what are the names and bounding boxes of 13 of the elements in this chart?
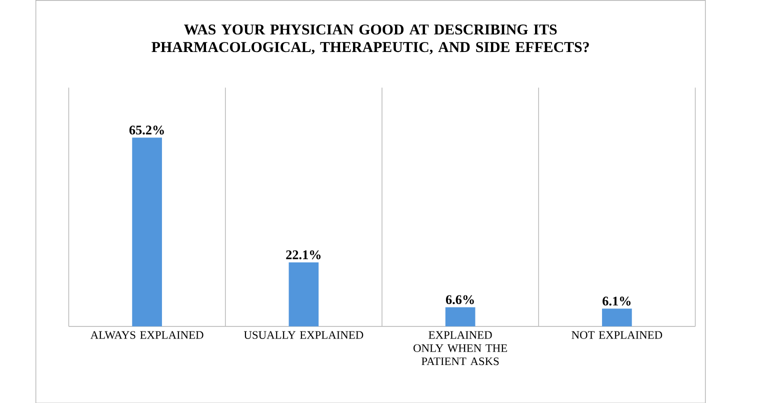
x-tick-label: NOT EXPLAINED [572,330,662,339]
x-tick-label: EXPLAINED ONLY WHEN THE PATIENT ASKS [414,330,508,365]
bar [445,307,476,326]
x-tick-label: USUALLY EXPLAINED [244,330,364,339]
bar [132,137,162,326]
chart-title: WAS YOUR PHYSICIAN GOOD AT DESCRIBING ITS PHARMACOLOGICAL, THERAPEUTIC, AND SIDE EFFECTS? [152,24,589,54]
bar [288,262,319,326]
data-label: 65.2% [129,125,164,134]
data-label: 22.1% [286,250,321,260]
x-tick-label: ALWAYS EXPLAINED [90,330,204,339]
data-label: 6.1% [602,296,631,306]
data-label: 6.6% [446,294,474,304]
bar [602,308,632,326]
